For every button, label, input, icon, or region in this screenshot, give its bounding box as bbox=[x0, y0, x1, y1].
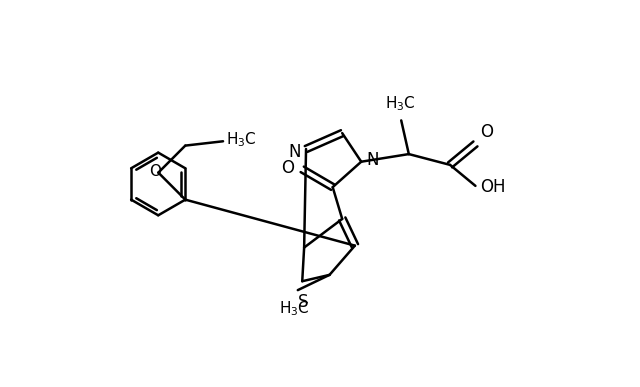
Text: S: S bbox=[298, 293, 308, 311]
Text: H$_3$C: H$_3$C bbox=[279, 300, 310, 319]
Text: O: O bbox=[149, 164, 161, 179]
Text: O: O bbox=[481, 123, 493, 141]
Text: N: N bbox=[366, 151, 379, 170]
Text: H$_3$C: H$_3$C bbox=[226, 131, 257, 149]
Text: N: N bbox=[289, 143, 301, 161]
Text: O: O bbox=[282, 159, 294, 177]
Text: H$_3$C: H$_3$C bbox=[385, 94, 415, 113]
Text: OH: OH bbox=[481, 178, 506, 196]
